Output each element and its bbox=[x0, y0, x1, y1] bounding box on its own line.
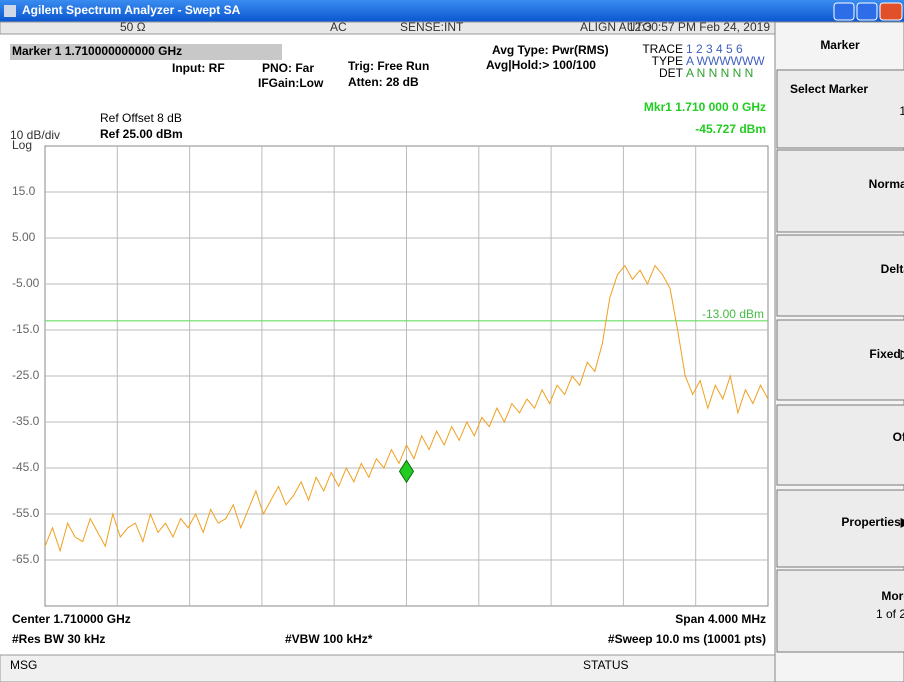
minimize-button[interactable] bbox=[833, 2, 855, 21]
pno: PNO: Far bbox=[262, 61, 314, 75]
msg: MSG bbox=[10, 658, 37, 672]
y-tick-label: -55.0 bbox=[12, 506, 40, 520]
softkey-label: Delta bbox=[881, 262, 904, 276]
y-tick-label: -5.00 bbox=[12, 276, 40, 290]
softkey-value: 1 bbox=[899, 104, 904, 118]
marker-amplitude: -45.727 dBm bbox=[695, 122, 766, 136]
softkey-label: More bbox=[881, 589, 904, 603]
trace-label: TRACE bbox=[642, 42, 683, 56]
softkey-label: Fixed▷ bbox=[869, 347, 904, 361]
marker-title: Marker 1 1.710000000000 GHz bbox=[12, 44, 182, 58]
ref-level: Ref 25.00 dBm bbox=[100, 127, 183, 141]
sweep: #Sweep 10.0 ms (10001 pts) bbox=[608, 632, 766, 646]
y-tick-label: 15.0 bbox=[12, 184, 36, 198]
softkey-label: Normal bbox=[869, 177, 904, 191]
softkey[interactable] bbox=[776, 69, 904, 149]
y-tick-label: -15.0 bbox=[12, 322, 40, 336]
softkey-label: Off bbox=[893, 430, 904, 444]
softkey[interactable] bbox=[776, 149, 904, 233]
softkey-label: Properties▶ bbox=[841, 515, 904, 529]
align: ALIGN AUTO bbox=[580, 20, 652, 34]
marker-readout: Mkr1 1.710 000 0 GHz bbox=[644, 100, 766, 114]
span: Span 4.000 MHz bbox=[675, 612, 766, 626]
scale-type: Log bbox=[12, 138, 32, 152]
app-icon bbox=[4, 5, 16, 17]
center-freq: Center 1.710000 GHz bbox=[12, 612, 131, 626]
marker-diamond bbox=[398, 459, 415, 484]
det-label: DET bbox=[659, 66, 684, 80]
softkey[interactable] bbox=[776, 569, 904, 653]
rbw: #Res BW 30 kHz bbox=[12, 632, 105, 646]
input: Input: RF bbox=[172, 61, 225, 75]
title-bar bbox=[0, 0, 904, 22]
y-tick-label: -25.0 bbox=[12, 368, 40, 382]
y-tick-label: -35.0 bbox=[12, 414, 40, 428]
softkey[interactable] bbox=[776, 319, 904, 401]
sense: SENSE:INT bbox=[400, 20, 464, 34]
trace-digits: 1 2 3 4 5 6 bbox=[686, 42, 743, 56]
det-value: A N N N N N bbox=[686, 66, 753, 80]
marker-box bbox=[10, 44, 282, 60]
softkey[interactable] bbox=[776, 489, 904, 568]
message-bar bbox=[0, 654, 776, 682]
scale: 10 dB/div bbox=[10, 128, 60, 142]
impedance: 50 Ω bbox=[120, 20, 146, 34]
coupling: AC bbox=[330, 20, 347, 34]
ref-offset: Ref Offset 8 dB bbox=[100, 111, 182, 125]
vbw: #VBW 100 kHz* bbox=[285, 632, 373, 646]
limit-label: -13.00 dBm bbox=[702, 307, 764, 321]
atten: Atten: 28 dB bbox=[348, 75, 419, 89]
avg-type: Avg Type: Pwr(RMS) bbox=[492, 43, 609, 57]
softkey[interactable] bbox=[776, 404, 904, 486]
y-tick-label: 5.00 bbox=[12, 230, 36, 244]
type-label: TYPE bbox=[652, 54, 683, 68]
trace bbox=[44, 264, 769, 553]
softkey-menu: Marker bbox=[820, 38, 860, 52]
datetime: 12:30:57 PM Feb 24, 2019 bbox=[628, 20, 770, 34]
trig: Trig: Free Run bbox=[348, 59, 429, 73]
softkey-label: Select Marker bbox=[790, 82, 868, 96]
y-tick-label: -65.0 bbox=[12, 552, 40, 566]
y-tick-label: -45.0 bbox=[12, 460, 40, 474]
maximize-button[interactable] bbox=[856, 2, 878, 21]
close-button[interactable] bbox=[879, 2, 903, 21]
status: STATUS bbox=[583, 658, 629, 672]
type-value: A WWWWWW bbox=[686, 54, 765, 68]
avg-hold: Avg|Hold:> 100/100 bbox=[486, 58, 596, 72]
softkey[interactable] bbox=[776, 234, 904, 317]
ifgain: IFGain:Low bbox=[258, 76, 324, 90]
window-title: Agilent Spectrum Analyzer - Swept SA bbox=[22, 3, 241, 17]
softkey-value: 1 of 2 bbox=[876, 607, 904, 621]
